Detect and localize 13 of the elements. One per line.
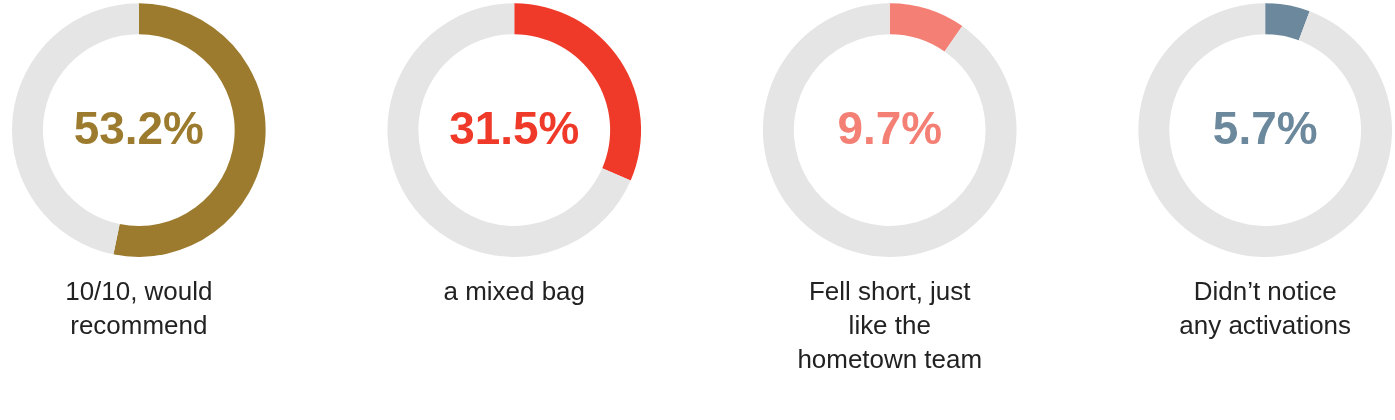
text: 10/10, would recommend <box>65 275 213 340</box>
donut-slice <box>762 3 1017 257</box>
data-label: 53.2% <box>73 102 204 155</box>
donut-slice <box>889 3 963 52</box>
text: Didn’t notice any activations <box>1179 275 1352 340</box>
data-label: 5.7% <box>1212 102 1318 155</box>
text: a mixed bag <box>443 275 585 306</box>
donut-slice <box>387 3 631 257</box>
text: Fell short, just like the hometown team <box>797 275 983 374</box>
data-label: 31.5% <box>449 102 580 155</box>
data-label: 9.7% <box>837 102 943 155</box>
donut-slice <box>1265 3 1310 41</box>
donut-slice <box>1138 3 1392 257</box>
